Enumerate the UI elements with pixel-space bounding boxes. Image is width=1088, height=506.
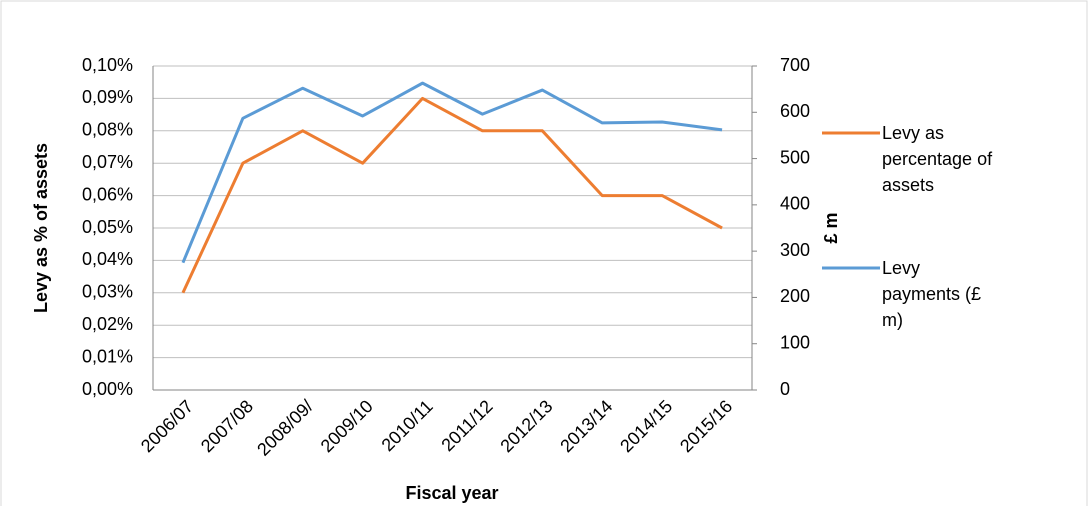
x-tick-label: 2014/15 [616,396,676,456]
x-tick-label: 2015/16 [676,396,736,456]
legend-label: Levy as percentage of assets [882,123,993,195]
y-axis-title: Levy as % of assets [31,143,51,313]
series-line [181,96,723,294]
y-tick-label: 0,07% [82,152,133,172]
x-tick-label: 2007/08 [197,396,257,456]
y-tick-label: 0,05% [82,217,133,237]
x-tick-label: 2006/07 [137,396,197,456]
y2-tick-label: 0 [780,379,790,399]
x-tick-label: 2008/09/ [253,396,317,460]
x-tick-label: 2010/11 [378,396,437,455]
y-tick-label: 0,10% [82,55,133,75]
x-tick-label: 2011/12 [437,396,496,455]
y-tick-label: 0,00% [82,379,133,399]
y2-tick-label: 300 [780,240,810,260]
y2-tick-label: 400 [780,194,810,214]
y-tick-label: 0,02% [82,314,133,334]
y2-tick-label: 600 [780,101,810,121]
x-tick-label: 2009/10 [317,396,377,456]
y2-tick-label: 700 [780,55,810,75]
x-tick-label: 2012/13 [496,396,556,456]
y2-tick-label: 500 [780,147,810,167]
y-tick-label: 0,09% [82,87,133,107]
series-line [181,81,723,264]
y-tick-label: 0,01% [82,346,133,366]
y-tick-label: 0,03% [82,282,133,302]
legend-label: Levy payments (£ m) [882,258,982,330]
y-tick-label: 0,06% [82,184,133,204]
y-tick-label: 0,08% [82,120,133,140]
y-tick-label: 0,04% [82,249,133,269]
y2-tick-label: 200 [780,286,810,306]
x-axis-title: Fiscal year [405,483,498,503]
x-tick-label: 2013/14 [556,396,616,456]
y2-axis-title: £ m [821,212,841,243]
y2-tick-label: 100 [780,332,810,352]
